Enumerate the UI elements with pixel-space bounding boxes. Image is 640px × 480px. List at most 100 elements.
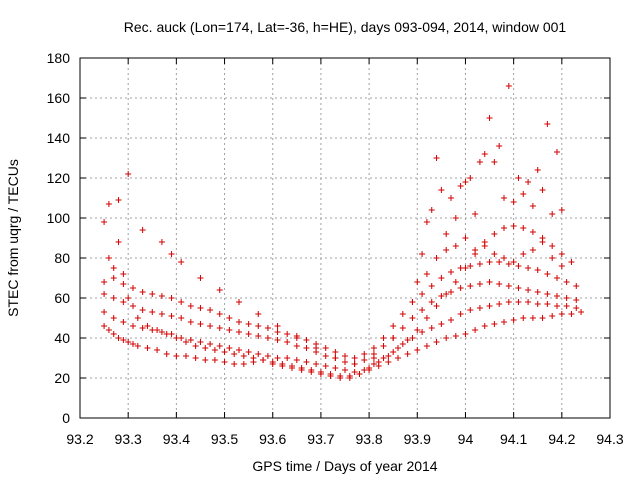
data-point [240, 353, 247, 359]
data-point [226, 315, 233, 321]
data-point [534, 167, 541, 173]
data-point [105, 201, 112, 207]
data-point [558, 311, 565, 317]
data-point [274, 355, 281, 361]
data-point [472, 247, 479, 253]
data-point [423, 343, 430, 349]
data-point [255, 351, 262, 357]
y-tick-label: 40 [54, 330, 70, 346]
data-point [183, 353, 189, 359]
data-point [395, 355, 401, 361]
data-point [573, 305, 580, 311]
data-point [221, 349, 228, 355]
series-group [101, 259, 580, 361]
data-point [554, 275, 560, 281]
axis-ticks [79, 57, 611, 419]
data-point [438, 187, 445, 193]
data-point [342, 367, 348, 373]
data-point [183, 339, 189, 345]
x-axis-title: GPS time / Days of year 2014 [252, 458, 437, 474]
data-point [342, 359, 348, 365]
data-points [101, 83, 585, 381]
data-point [101, 219, 108, 225]
data-point [120, 337, 127, 343]
data-point [467, 175, 474, 181]
data-point [385, 353, 392, 359]
data-point [476, 261, 483, 267]
series-group [101, 219, 575, 379]
data-point [476, 159, 483, 165]
x-tick-label: 93.5 [211, 431, 238, 447]
data-point [289, 363, 295, 369]
data-point [505, 261, 512, 267]
data-point [404, 337, 411, 343]
data-point [505, 83, 512, 89]
x-tick-label: 94.1 [500, 431, 527, 447]
data-point [443, 335, 450, 341]
data-point [216, 311, 223, 317]
data-point [563, 303, 570, 309]
data-point [284, 331, 291, 337]
data-point [236, 347, 242, 353]
data-point [558, 251, 565, 257]
data-point [419, 251, 426, 257]
data-point [361, 367, 368, 373]
data-point [231, 361, 238, 367]
data-point [120, 281, 127, 287]
data-point [192, 343, 199, 349]
data-point [269, 359, 276, 365]
data-point [539, 239, 546, 245]
data-point [472, 327, 479, 333]
data-point [438, 321, 445, 327]
data-point [125, 339, 132, 345]
data-point [158, 239, 165, 245]
data-point [390, 349, 397, 355]
y-tick-label: 160 [47, 90, 71, 106]
data-point [438, 293, 445, 299]
data-point [356, 371, 363, 377]
data-point [457, 311, 464, 317]
data-point [221, 359, 228, 365]
data-point [144, 323, 151, 329]
data-point [240, 361, 247, 367]
data-point [510, 223, 517, 229]
data-point [308, 367, 315, 373]
data-point [525, 179, 532, 185]
data-point [139, 289, 146, 295]
series-group [105, 83, 560, 367]
data-point [544, 271, 551, 277]
data-point [549, 313, 556, 319]
x-tick-label: 93.9 [404, 431, 431, 447]
data-point [457, 285, 464, 291]
x-tick-label: 93.3 [115, 431, 142, 447]
data-point [236, 319, 242, 325]
x-tick-label: 93.2 [66, 431, 93, 447]
data-point [443, 291, 450, 297]
data-point [226, 345, 233, 351]
data-point [404, 351, 411, 357]
data-point [481, 243, 488, 249]
data-point [433, 303, 440, 309]
data-point [414, 347, 421, 353]
data-point [187, 337, 194, 343]
data-point [245, 349, 252, 355]
data-point [197, 321, 204, 327]
data-point [529, 315, 536, 321]
data-point [110, 295, 117, 301]
series-group [423, 151, 565, 237]
data-point [149, 291, 156, 297]
data-point [476, 281, 483, 287]
data-point [462, 179, 469, 185]
data-point [481, 323, 488, 329]
data-point [578, 309, 585, 315]
data-point [452, 243, 459, 249]
data-point [399, 311, 406, 317]
data-point [110, 265, 117, 271]
data-point [250, 355, 257, 361]
data-point [505, 283, 512, 289]
data-point [115, 335, 122, 341]
data-point [481, 151, 488, 157]
data-point [134, 315, 141, 321]
data-point [515, 263, 522, 269]
data-point [515, 175, 522, 181]
